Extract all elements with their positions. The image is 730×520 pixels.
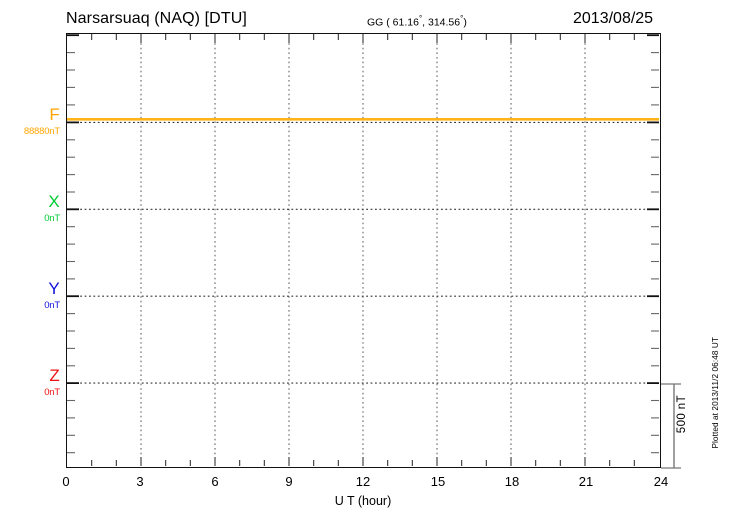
scale-bar-value: 500 nT: [676, 395, 688, 434]
plot-frame: [66, 33, 661, 468]
xaxis-title: U T (hour): [334, 494, 392, 508]
xtick-label-6: 6: [211, 474, 219, 489]
component-label-f: F 88880nT: [2, 106, 60, 137]
component-name-y: Y: [48, 279, 60, 298]
plotted-at-timestamp: Plotted at 2013/11/2 06:48 UT: [711, 337, 720, 449]
xtick-label-15: 15: [430, 474, 446, 489]
series-trace-f: [67, 118, 659, 121]
component-baseline-y: 0nT: [44, 300, 60, 311]
observation-date: 2013/08/25: [573, 10, 654, 27]
plot-inner-area: [67, 34, 660, 467]
xtick-label-12: 12: [355, 474, 371, 489]
coords-longitude-text: , 314.56: [422, 16, 461, 29]
coords-close-paren: ): [463, 16, 467, 29]
component-name-x: X: [48, 192, 60, 211]
degree-symbol-icon: °: [460, 14, 464, 23]
xtick-label-24: 24: [653, 474, 669, 489]
component-label-z: Z 0nT: [2, 367, 60, 398]
xtick-label-18: 18: [504, 474, 520, 489]
component-name-f: F: [49, 105, 60, 124]
xtick-label-0: 0: [62, 474, 70, 489]
xtick-label-3: 3: [136, 474, 144, 489]
grid-lines: [67, 34, 659, 466]
component-name-z: Z: [49, 366, 60, 385]
component-baseline-x: 0nT: [44, 213, 60, 224]
component-label-y: Y 0nT: [2, 280, 60, 311]
degree-symbol-icon: °: [418, 14, 423, 23]
scale-bar: [661, 383, 681, 469]
component-baseline-z: 0nT: [44, 387, 60, 398]
coords-latitude-text: GG ( 61.16: [367, 16, 419, 29]
component-label-x: X 0nT: [2, 193, 60, 224]
xtick-label-9: 9: [285, 474, 293, 489]
geographic-coordinates-label: GG ( 61.16°, 314.56°): [367, 14, 467, 29]
component-baseline-f: 88880nT: [23, 126, 60, 137]
page-title: Narsarsuaq (NAQ) [DTU]: [66, 10, 247, 27]
xtick-label-21: 21: [578, 474, 594, 489]
